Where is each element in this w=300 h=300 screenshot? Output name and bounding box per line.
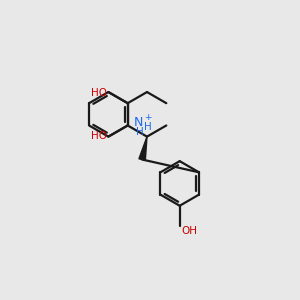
Text: H: H [144,122,152,132]
Text: OH: OH [181,226,197,236]
Polygon shape [139,136,147,160]
Text: N: N [134,116,144,129]
Text: HO: HO [91,88,107,98]
Text: HO: HO [91,131,107,141]
Text: H: H [136,127,143,137]
Text: +: + [144,113,152,122]
